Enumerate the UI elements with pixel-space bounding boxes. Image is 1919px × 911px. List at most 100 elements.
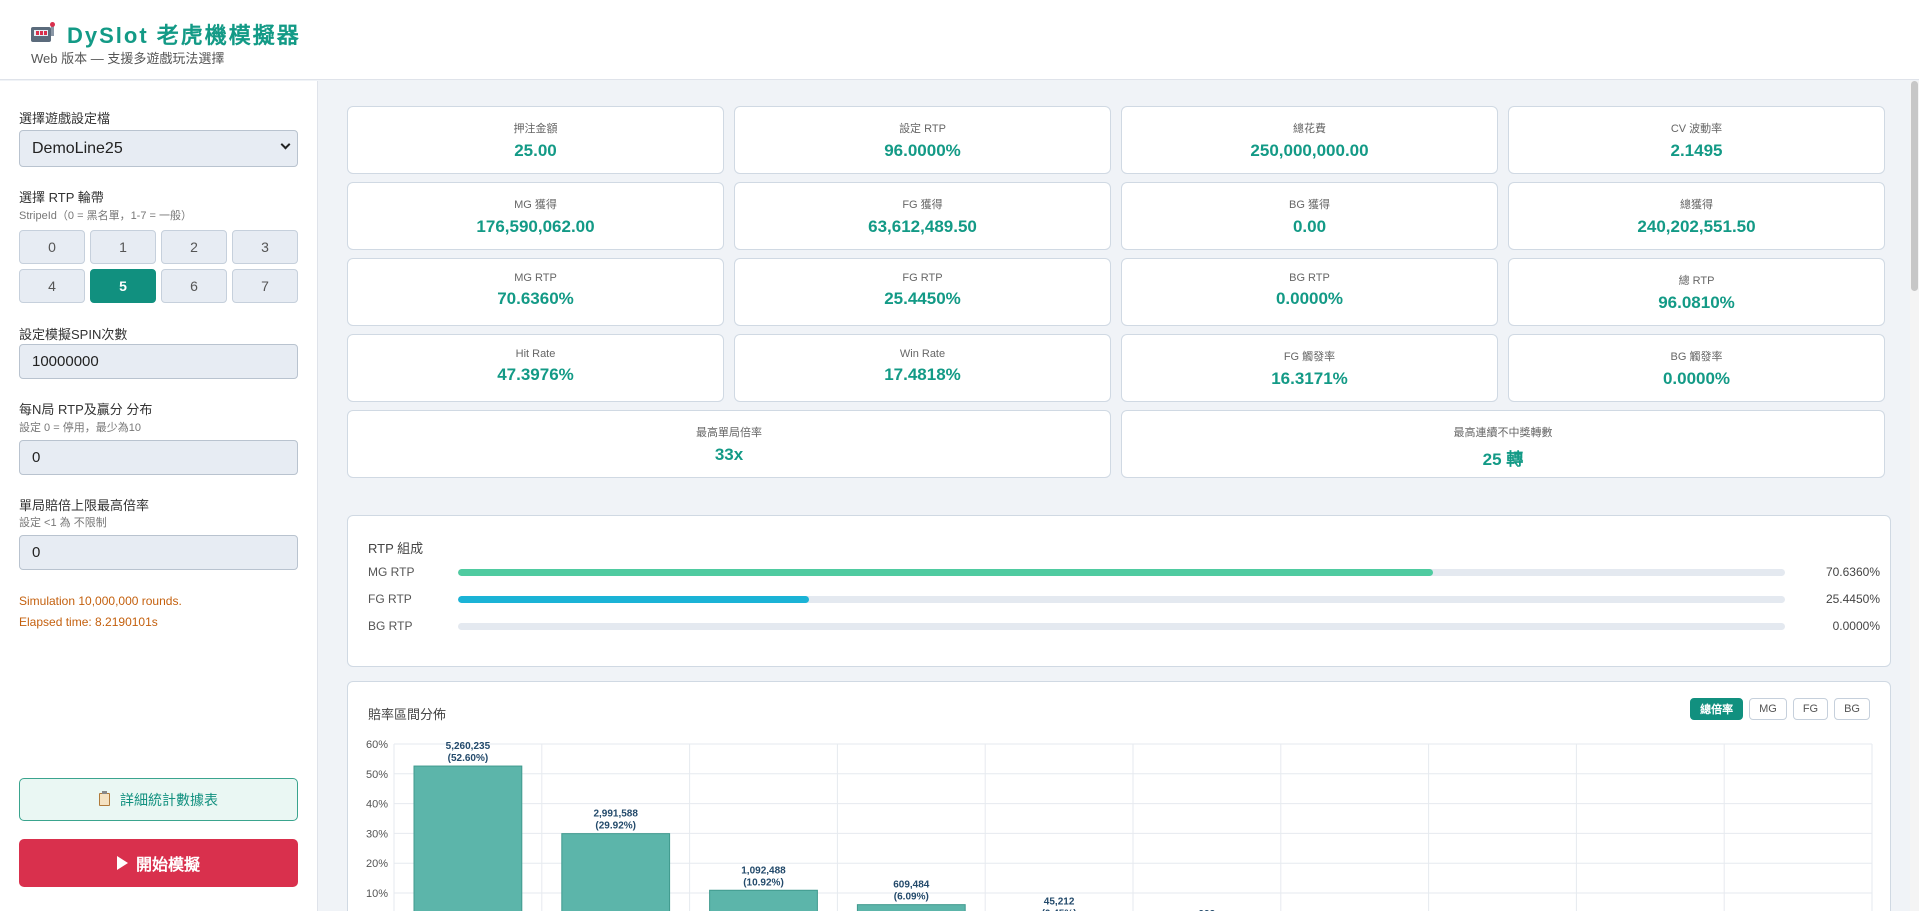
bar-count-label: 2,991,588 [593, 809, 638, 820]
distribution-tab[interactable]: MG [1749, 698, 1787, 720]
profile-select-value: DemoLine25 [32, 140, 123, 157]
rtp-strip-button-5[interactable]: 5 [90, 269, 156, 303]
stat-value: 25.00 [514, 141, 557, 160]
rtp-strip-button-1[interactable]: 1 [90, 230, 156, 264]
rtp-bar-track [458, 569, 1785, 576]
rtp-strip-button-4[interactable]: 4 [19, 269, 85, 303]
stat-value: 250,000,000.00 [1250, 141, 1369, 160]
rtp-row-label: FG RTP [368, 592, 412, 606]
cap-hint: 設定 <1 為 不限制 [19, 517, 107, 529]
stat-value: 33x [714, 445, 744, 464]
stat-value: 2.1495 [1670, 141, 1723, 160]
simulation-status: Simulation 10,000,000 rounds. Elapsed ti… [19, 591, 182, 633]
bar-count-label: 5,260,235 [446, 741, 491, 752]
rtp-row-value: 0.0000% [1832, 619, 1880, 633]
profile-label: 選擇遊戲設定檔 [19, 111, 111, 126]
status-rounds: Simulation 10,000,000 rounds. [19, 594, 182, 608]
rtp-row-value: 25.4450% [1825, 592, 1880, 606]
stat-label: BG 觸發率 [1670, 351, 1723, 363]
rtp-strip-button-3[interactable]: 3 [232, 230, 298, 264]
cap-label: 單局賠倍上限最高倍率 [19, 498, 150, 513]
page-scrollbar[interactable] [1910, 81, 1919, 911]
rtp-row: FG RTP 25.4450% [368, 591, 1880, 609]
bar-count-label: 45,212 [1044, 896, 1075, 907]
interval-hint: 設定 0 = 停用，最少為10 [19, 422, 141, 434]
rtp-strip-button-2[interactable]: 2 [161, 230, 227, 264]
stat-label: MG 獲得 [514, 199, 557, 211]
rtp-strip-label: 選擇 RTP 輪帶 [19, 190, 104, 205]
distribution-title: 賠率區間分佈 [368, 707, 447, 722]
stat-value: 0.0000% [1662, 369, 1731, 388]
play-icon [116, 856, 128, 870]
title-row: DySlot 老虎機模擬器 [31, 18, 301, 50]
spins-input[interactable]: 10000000 [19, 344, 298, 379]
stat-card: Win Rate 17.4818% [734, 334, 1111, 402]
stat-card: CV 波動率 2.1495 [1508, 106, 1885, 174]
distribution-bar [413, 765, 523, 911]
stat-label: 設定 RTP [899, 123, 946, 135]
stat-card: MG RTP 70.6360% [347, 258, 724, 326]
stat-card: 最高單局倍率 33x [347, 410, 1111, 478]
stat-card: BG RTP 0.0000% [1121, 258, 1498, 326]
stat-card: MG 獲得 176,590,062.00 [347, 182, 724, 250]
start-simulation-button[interactable]: 開始模擬 [19, 839, 298, 887]
bar-count-label: 1,092,488 [741, 865, 786, 876]
stat-value: 96.0810% [1658, 293, 1735, 312]
stat-label: FG 獲得 [902, 199, 943, 211]
stat-label: BG 獲得 [1289, 199, 1330, 211]
stat-label: 總 RTP [1678, 275, 1715, 287]
cap-input[interactable]: 0 [19, 535, 298, 570]
status-elapsed: Elapsed time: 8.2190101s [19, 615, 158, 629]
start-simulation-label: 開始模擬 [135, 857, 200, 874]
rtp-strip-button-7[interactable]: 7 [232, 269, 298, 303]
results-main: 押注金額 25.00 設定 RTP 96.0000% 總花費 250,000,000.00… [319, 81, 1919, 911]
stat-value: 63,612,489.50 [868, 217, 977, 236]
scrollbar-thumb[interactable] [1911, 81, 1918, 291]
rtp-strip-button-0[interactable]: 0 [19, 230, 85, 264]
stat-label: MG RTP [514, 272, 557, 284]
distribution-panel: 賠率區間分佈 總倍率 MG FG BG 60% 50% 40% 30% 20% 10% 5,260… [347, 681, 1891, 911]
spins-label: 設定模擬SPIN次數 [19, 327, 128, 342]
stat-card: 總獲得 240,202,551.50 [1508, 182, 1885, 250]
rtp-strip-button-6[interactable]: 6 [161, 269, 227, 303]
stat-card: 最高連續不中獎轉數 25 轉 [1121, 410, 1885, 478]
bar-percent-label: (10.92%) [743, 877, 784, 888]
stat-value: 16.3171% [1271, 369, 1348, 388]
profile-select[interactable]: DemoLine25 [19, 130, 298, 167]
distribution-tab[interactable]: BG [1834, 698, 1870, 720]
distribution-bar [561, 833, 671, 911]
detailed-stats-button[interactable]: 詳細統計數據表 [19, 778, 298, 821]
rtp-row-label: MG RTP [368, 565, 415, 579]
stat-label: FG RTP [902, 272, 943, 284]
rtp-bar-track [458, 623, 1785, 630]
distribution-tab[interactable]: FG [1792, 698, 1829, 720]
stat-value: 176,590,062.00 [476, 217, 595, 236]
stat-card: FG 觸發率 16.3171% [1121, 334, 1498, 402]
stat-value: 0.0000% [1275, 289, 1344, 308]
stat-card: 總花費 250,000,000.00 [1121, 106, 1498, 174]
stat-label: Hit Rate [515, 348, 556, 360]
interval-input[interactable]: 0 [19, 440, 298, 475]
distribution-bar [856, 904, 966, 911]
stat-card: FG RTP 25.4450% [734, 258, 1111, 326]
distribution-tab[interactable]: 總倍率 [1690, 698, 1744, 720]
y-tick-label: 40% [366, 799, 388, 811]
y-tick-label: 50% [366, 769, 388, 781]
rtp-bar-fill [458, 569, 1434, 576]
stat-label: 總獲得 [1680, 199, 1713, 211]
rtp-row: BG RTP 0.0000% [368, 618, 1880, 636]
y-tick-label: 20% [366, 858, 388, 870]
stat-card: 總 RTP 96.0810% [1508, 258, 1885, 326]
y-tick-label: 10% [366, 888, 388, 900]
stat-value: 96.0000% [884, 141, 961, 160]
y-tick-label: 30% [366, 828, 388, 840]
stat-value: 70.6360% [497, 289, 574, 308]
stat-value: 25 轉 [1482, 450, 1524, 469]
stat-card: BG 觸發率 0.0000% [1508, 334, 1885, 402]
rtp-bar-track [458, 596, 1785, 603]
clipboard-icon [99, 791, 110, 806]
stat-card: BG 獲得 0.00 [1121, 182, 1498, 250]
rtp-row-value: 70.6360% [1825, 565, 1880, 579]
stat-card: 押注金額 25.00 [347, 106, 724, 174]
bar-count-label: 993 [1199, 909, 1216, 911]
